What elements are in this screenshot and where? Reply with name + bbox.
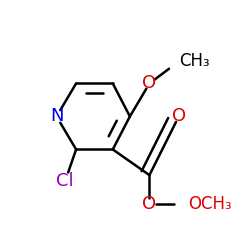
Text: O: O bbox=[142, 196, 156, 214]
Text: N: N bbox=[50, 108, 63, 126]
Text: Cl: Cl bbox=[56, 172, 74, 190]
Text: O: O bbox=[172, 108, 186, 126]
Text: O: O bbox=[142, 74, 156, 92]
Text: CH₃: CH₃ bbox=[179, 52, 210, 70]
Text: OCH₃: OCH₃ bbox=[188, 196, 232, 214]
